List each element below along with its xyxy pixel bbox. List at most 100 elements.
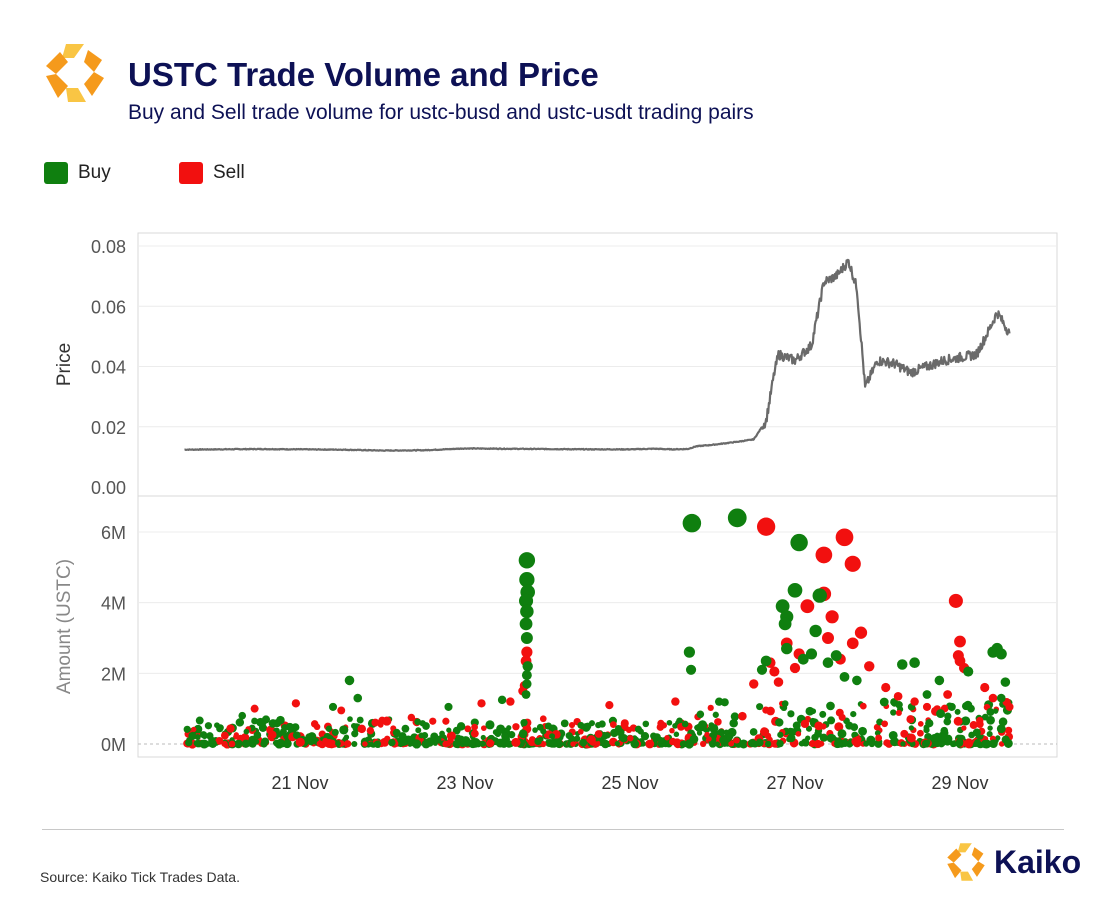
buy-trade-point [351,730,359,738]
buy-trade-point [415,727,422,734]
buy-trade-point [908,725,915,731]
buy-trade-point [536,723,544,731]
buy-trade-point [485,720,495,730]
buy-trade-point [749,728,758,736]
buy-trade-point [805,725,813,732]
volume-tick-label: 4M [101,594,126,614]
buy-trade-point [764,740,772,748]
buy-trade-point [419,720,426,727]
sell-trade-point [854,735,862,743]
sell-trade-point [671,697,680,706]
kaiko-logo-icon [947,843,985,881]
sell-trade-point [540,740,547,748]
buy-trade-point [351,740,358,747]
price-line [184,258,1011,452]
buy-trade-point [981,739,990,749]
buy-trade-point [760,655,772,667]
buy-trade-point [879,697,889,707]
sell-trade-point [749,679,759,689]
sell-trade-point [834,722,844,732]
price-tick-label: 0.06 [91,297,126,317]
buy-trade-point [193,740,200,747]
buy-trade-point [195,716,204,725]
buy-trade-point [642,720,650,728]
buy-trade-point [995,648,1007,660]
buy-trade-point [1000,677,1011,687]
buy-trade-point [777,731,784,738]
buy-trade-point [963,666,974,677]
page-title: USTC Trade Volume and Price [128,56,599,93]
sell-trade-point [814,721,824,731]
buy-trade-point [814,730,822,738]
buy-trade-point [183,725,191,733]
sell-trade-point [864,661,875,672]
buy-trade-point [963,700,973,710]
buy-trade-point [676,717,683,724]
buy-trade-point [731,714,739,722]
buy-trade-point [521,670,532,681]
buy-trade-point [368,741,374,747]
sell-trade-point [900,729,909,738]
buy-trade-point [208,736,216,744]
buy-trade-point [850,723,859,732]
buy-trade-point [520,604,534,619]
sell-trade-point [544,732,551,739]
sell-trade-point [910,697,919,706]
sell-trade-point [657,719,665,727]
buy-trade-point [456,722,466,731]
buy-trade-point [787,733,796,743]
buy-trade-point [923,727,930,734]
buy-trade-point [909,657,920,669]
sell-trade-point [337,706,346,715]
buy-trade-point [776,739,784,748]
legend-label-buy: Buy [78,162,111,183]
buy-trade-point [401,724,410,733]
buy-trade-point [1004,739,1013,748]
buy-trade-point [614,740,620,747]
x-tick-label: 25 Nov [601,773,658,793]
buy-trade-point [261,737,270,746]
buy-trade-point [253,738,260,745]
buy-trade-point [850,710,857,718]
buy-trade-point [339,725,349,735]
sell-trade-point [738,711,747,721]
sell-trade-point [835,528,854,547]
sell-trade-point [570,741,576,747]
sell-trade-point [357,724,367,734]
buy-trade-point [720,698,729,707]
sell-trade-point [228,740,236,748]
buy-trade-point [819,733,828,742]
buy-trade-point [841,739,849,746]
buy-trade-point [344,675,355,686]
sell-trade-point [706,736,712,742]
buy-trade-point [522,679,532,689]
buy-trade-point [598,720,606,728]
buy-trade-point [388,738,396,747]
buy-trade-point [938,733,947,742]
buy-trade-point [331,728,339,736]
sell-trade-point [672,738,682,747]
sell-trade-point [988,693,998,703]
buy-trade-point [305,737,313,745]
sell-trade-point [511,737,521,747]
buy-trade-point [347,716,353,722]
buy-trade-point [522,661,533,672]
sell-trade-point [766,706,775,716]
buy-trade-point [492,729,499,736]
buy-trade-point [216,725,224,733]
sell-trade-point [854,626,868,639]
buy-trade-point [235,739,243,748]
buy-trade-point [468,739,478,749]
buy-trade-point [479,740,486,747]
sell-trade-point [343,740,352,748]
legend-label-sell: Sell [213,162,245,183]
buy-trade-point [634,725,642,733]
buy-trade-point [756,703,764,711]
sell-trade-point [714,718,722,726]
sell-trade-point [664,735,670,741]
buy-trade-point [934,675,945,686]
buy-trade-point [809,717,816,725]
sell-trade-point [471,723,478,731]
buy-trade-point [268,719,278,728]
sell-trade-point [620,719,629,728]
